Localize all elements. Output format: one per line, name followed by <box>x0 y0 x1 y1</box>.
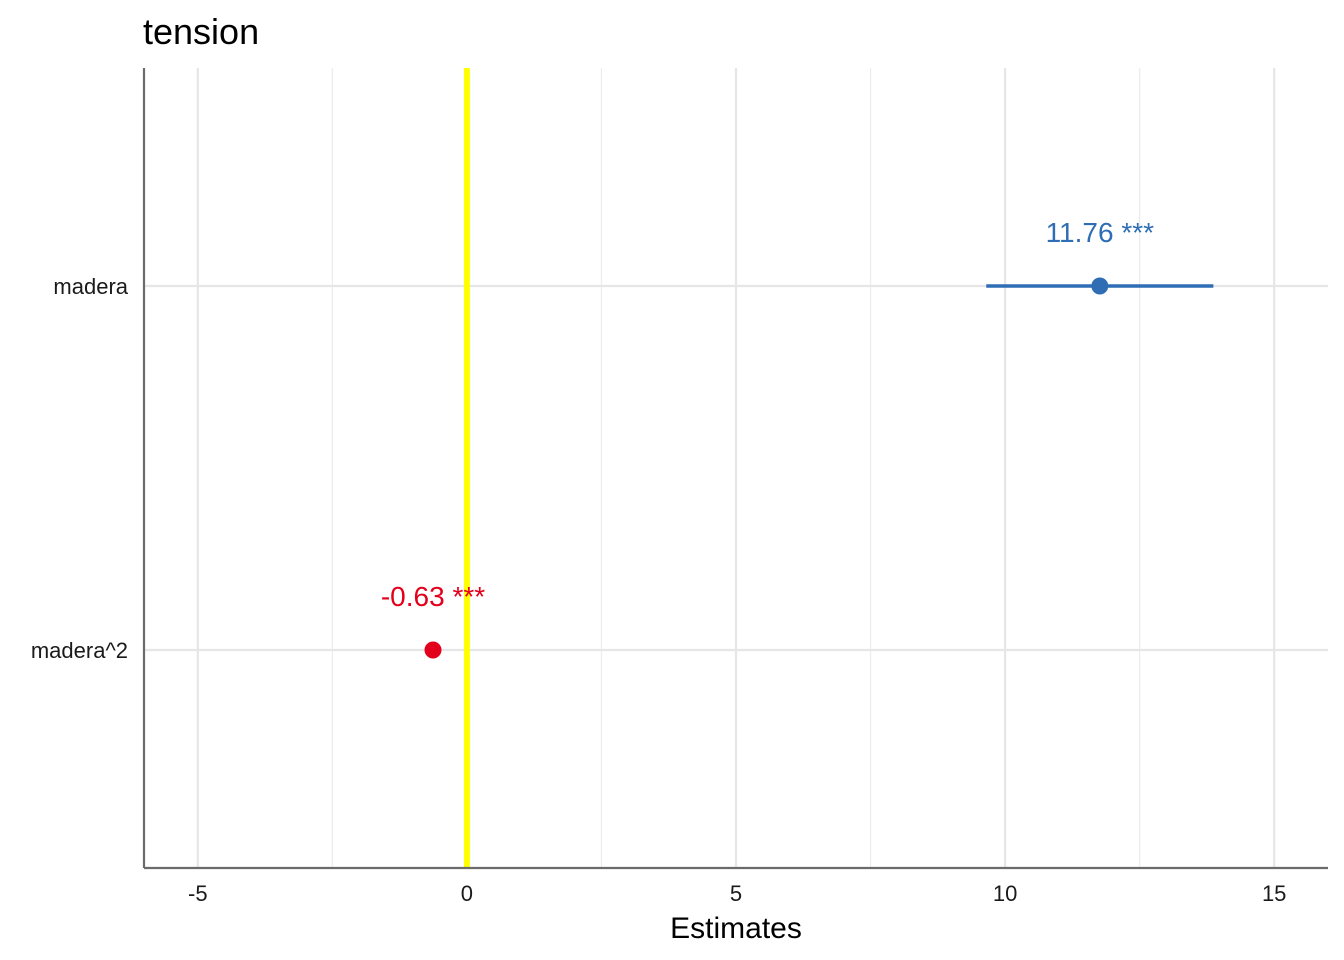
x-tick-label: 10 <box>993 881 1017 906</box>
data-label: -0.63 *** <box>381 581 485 612</box>
axes <box>142 68 1328 870</box>
estimate-point <box>1091 277 1109 295</box>
x-tick-label: -5 <box>188 881 208 906</box>
tick-labels: -5 0 5 10 15 madera madera^2 <box>31 274 1287 906</box>
estimate-point <box>424 641 442 659</box>
gridlines <box>144 68 1328 868</box>
x-axis-label: Estimates <box>670 912 802 945</box>
data-label: 11.76 *** <box>1046 217 1155 248</box>
x-tick-label: 15 <box>1262 881 1286 906</box>
x-tick-label: 0 <box>461 881 473 906</box>
y-tick-label: madera^2 <box>31 638 128 663</box>
x-tick-label: 5 <box>730 881 742 906</box>
chart-title: tension <box>143 11 259 52</box>
marks: 11.76 *** -0.63 *** <box>381 217 1214 659</box>
y-tick-label: madera <box>53 274 128 299</box>
